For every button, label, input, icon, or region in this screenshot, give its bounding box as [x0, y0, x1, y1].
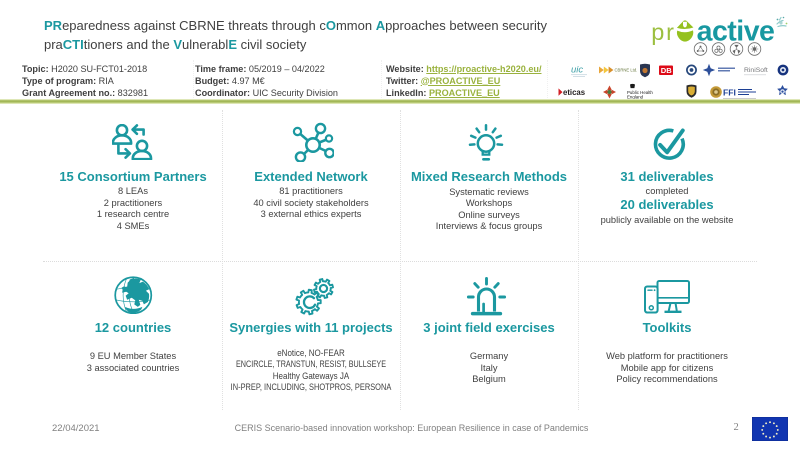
svg-text:FFI: FFI	[723, 87, 736, 97]
svg-text:DB: DB	[661, 66, 672, 75]
svg-text:England: England	[627, 95, 644, 100]
svg-text:Public Health: Public Health	[627, 90, 653, 95]
svg-text:eticas: eticas	[563, 88, 586, 97]
svg-text:pr: pr	[651, 19, 675, 45]
svg-text:CBRNE Ltd.: CBRNE Ltd.	[615, 68, 638, 73]
svg-text:RiniSoft: RiniSoft	[744, 67, 768, 74]
svg-text:uic: uic	[571, 65, 583, 76]
svg-text:active: active	[697, 15, 775, 47]
